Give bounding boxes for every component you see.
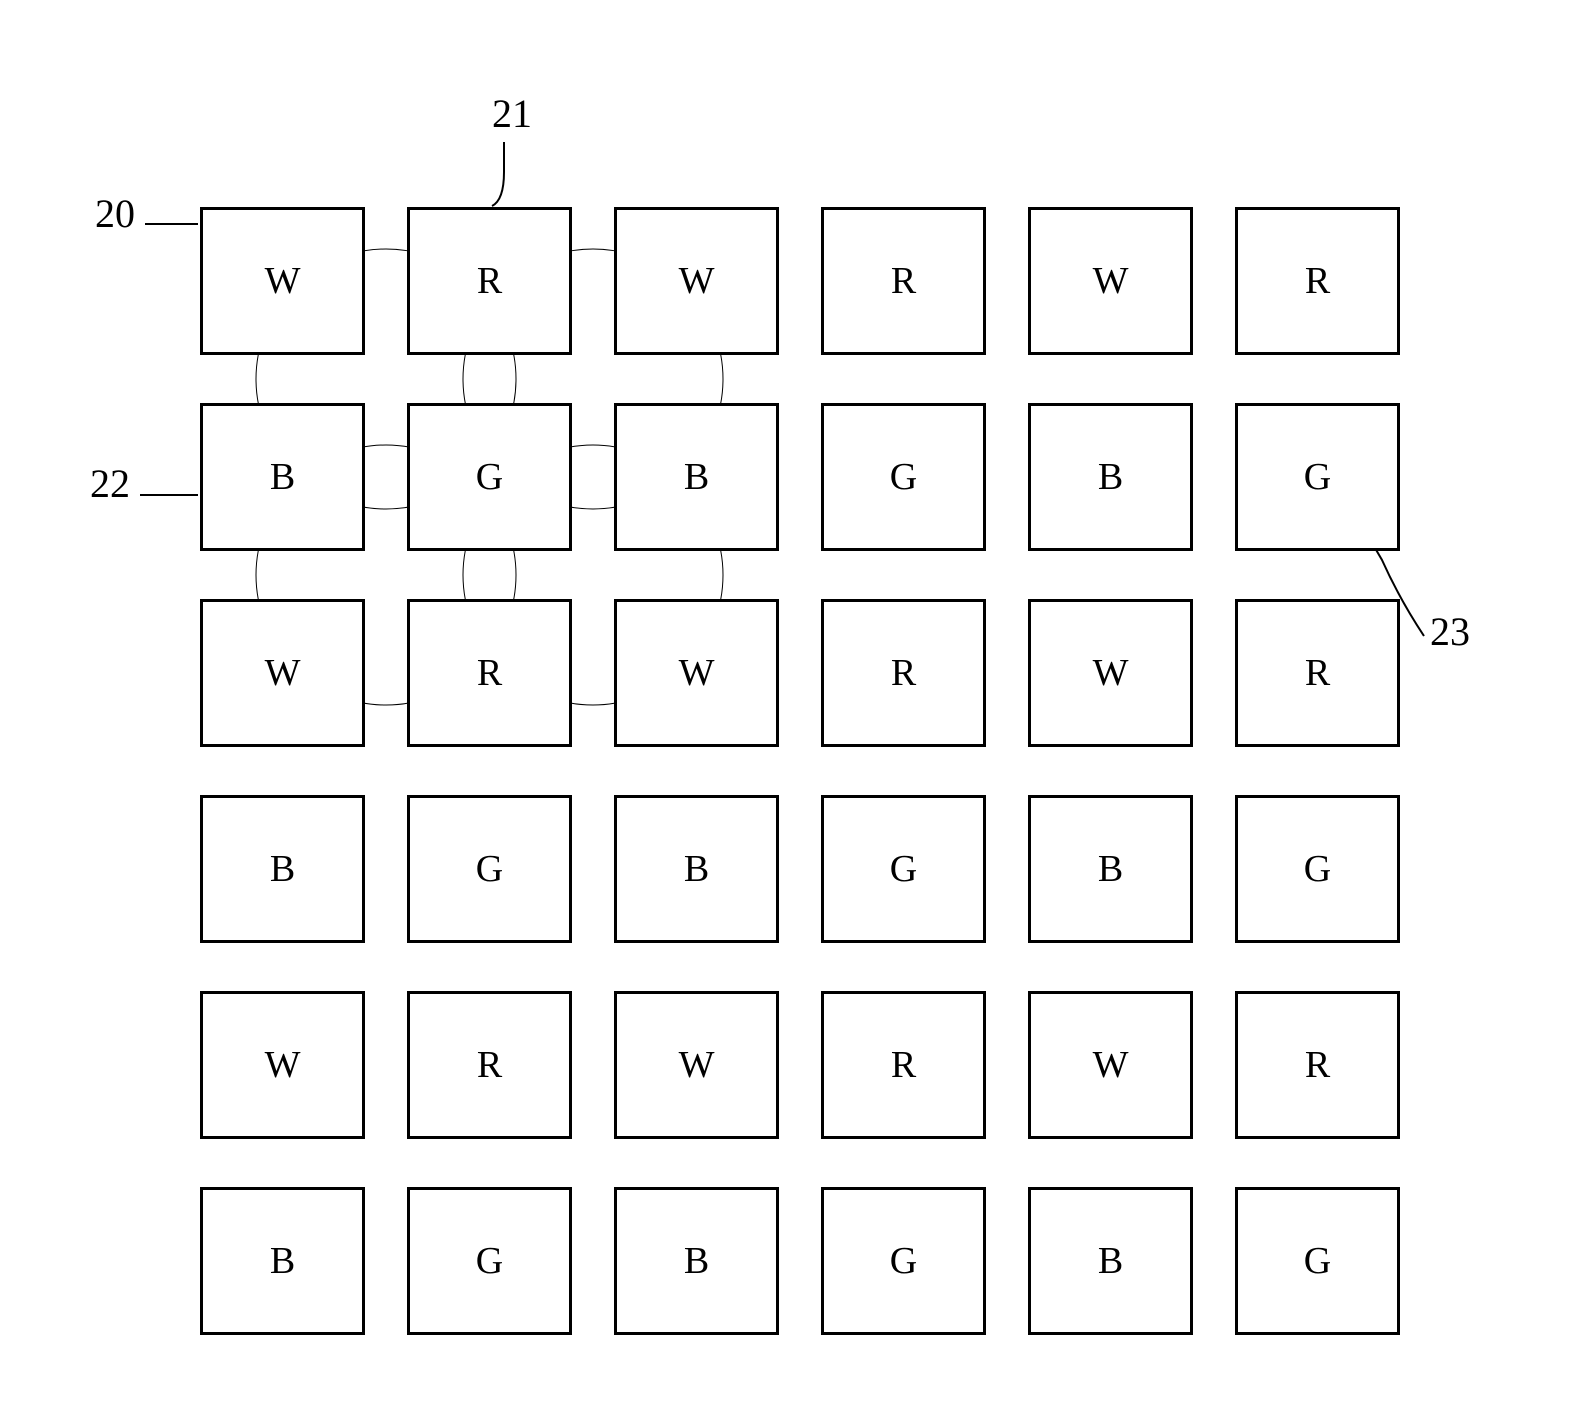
pixel-cell: G [821,795,986,943]
pixel-cell-label: W [1093,651,1129,695]
pixel-cell: B [614,1187,779,1335]
pixel-cell-label: G [476,455,503,499]
pixel-cell: B [1028,795,1193,943]
pixel-cell-label: W [679,1043,715,1087]
pixel-cell-label: R [891,1043,916,1087]
pixel-cell-label: B [1098,847,1123,891]
pixel-cell: G [407,1187,572,1335]
pixel-cell-label: B [684,455,709,499]
pixel-cell: R [1235,207,1400,355]
pixel-cell-label: W [265,259,301,303]
pixel-cell: W [1028,599,1193,747]
pixel-cell-label: G [1304,455,1331,499]
pixel-cell-label: W [1093,1043,1129,1087]
pixel-cell: R [821,599,986,747]
pixel-cell-label: R [1305,1043,1330,1087]
pixel-cell-label: B [270,455,295,499]
pixel-cell-label: W [679,651,715,695]
pixel-cell: W [614,599,779,747]
pixel-cell-label: B [1098,455,1123,499]
pixel-cell-label: B [1098,1239,1123,1283]
pixel-cell-label: R [477,1043,502,1087]
pixel-cell-label: W [265,1043,301,1087]
pixel-cell-label: W [679,259,715,303]
pixel-cell: W [200,207,365,355]
pixel-cell-label: R [477,651,502,695]
callout-label-22: 22 [90,460,130,507]
pixel-cell: R [407,599,572,747]
pixel-cell-label: G [476,1239,503,1283]
pixel-cell-label: B [270,847,295,891]
callout-label-23: 23 [1430,608,1470,655]
pixel-cell: B [1028,1187,1193,1335]
pixel-cell-label: G [890,455,917,499]
pixel-cell: B [614,795,779,943]
pixel-cell-label: B [684,1239,709,1283]
pixel-cell: R [407,207,572,355]
pixel-cell-label: G [1304,847,1331,891]
pixel-cell: G [1235,1187,1400,1335]
diagram-page: W R W R W R B G B G B G W R W R W R B G B G B G W R W R W R B G B G B G 20 2… [0,0,1573,1407]
pixel-cell: R [1235,599,1400,747]
pixel-cell: W [200,599,365,747]
pixel-cell-label: G [890,847,917,891]
pixel-cell: B [1028,403,1193,551]
pixel-cell-label: B [270,1239,295,1283]
pixel-cell-label: R [1305,651,1330,695]
pixel-cell-label: G [890,1239,917,1283]
pixel-cell: G [821,1187,986,1335]
pixel-cell: B [200,403,365,551]
callout-leader [492,142,504,206]
callout-label-21: 21 [492,90,532,137]
pixel-cell-label: R [891,259,916,303]
pixel-cell: W [614,991,779,1139]
pixel-cell: G [1235,403,1400,551]
pixel-cell-label: G [476,847,503,891]
pixel-cell-label: G [1304,1239,1331,1283]
pixel-cell-label: R [891,651,916,695]
pixel-cell: B [614,403,779,551]
pixel-cell: G [407,403,572,551]
pixel-cell-label: W [265,651,301,695]
pixel-cell: W [1028,207,1193,355]
pixel-cell: G [1235,795,1400,943]
pixel-cell: G [821,403,986,551]
pixel-cell-label: B [684,847,709,891]
pixel-cell: W [614,207,779,355]
pixel-cell: R [1235,991,1400,1139]
pixel-cell-label: R [1305,259,1330,303]
pixel-cell: B [200,795,365,943]
pixel-cell-label: W [1093,259,1129,303]
pixel-cell: R [407,991,572,1139]
pixel-cell: R [821,207,986,355]
callout-label-20: 20 [95,190,135,237]
pixel-cell: W [200,991,365,1139]
pixel-cell-label: R [477,259,502,303]
pixel-cell: B [200,1187,365,1335]
pixel-cell: G [407,795,572,943]
pixel-cell: W [1028,991,1193,1139]
pixel-cell: R [821,991,986,1139]
